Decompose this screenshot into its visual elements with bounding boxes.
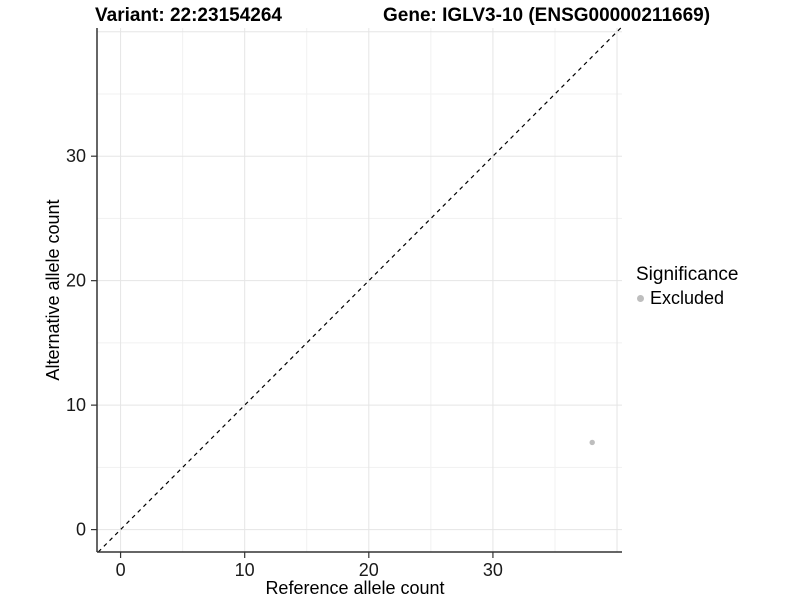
legend-item-excluded: Excluded: [636, 287, 738, 309]
y-tick-label: 0: [76, 520, 86, 540]
y-tick-label: 30: [66, 146, 86, 166]
x-tick-label: 0: [116, 560, 126, 580]
y-tick-label: 20: [66, 271, 86, 291]
plot-title-gene: Gene: IGLV3-10 (ENSG00000211669): [383, 5, 711, 26]
identity-line: [97, 27, 622, 553]
data-point-excluded: [589, 439, 595, 446]
legend-title: Significance: [636, 264, 739, 285]
excluded-point-swatch: [637, 294, 644, 302]
x-tick-label: 30: [483, 560, 503, 580]
y-axis-label: Alternative allele count: [43, 199, 63, 381]
y-tick-label: 10: [66, 395, 86, 415]
plot-title-variant: Variant: 22:23154264: [95, 5, 282, 26]
legend: Significance Excluded: [636, 264, 738, 309]
x-tick-label: 20: [359, 560, 379, 580]
legend-item-label: Excluded: [650, 288, 725, 308]
x-tick-label: 10: [235, 560, 255, 580]
x-axis-label: Reference allele count: [265, 578, 445, 598]
